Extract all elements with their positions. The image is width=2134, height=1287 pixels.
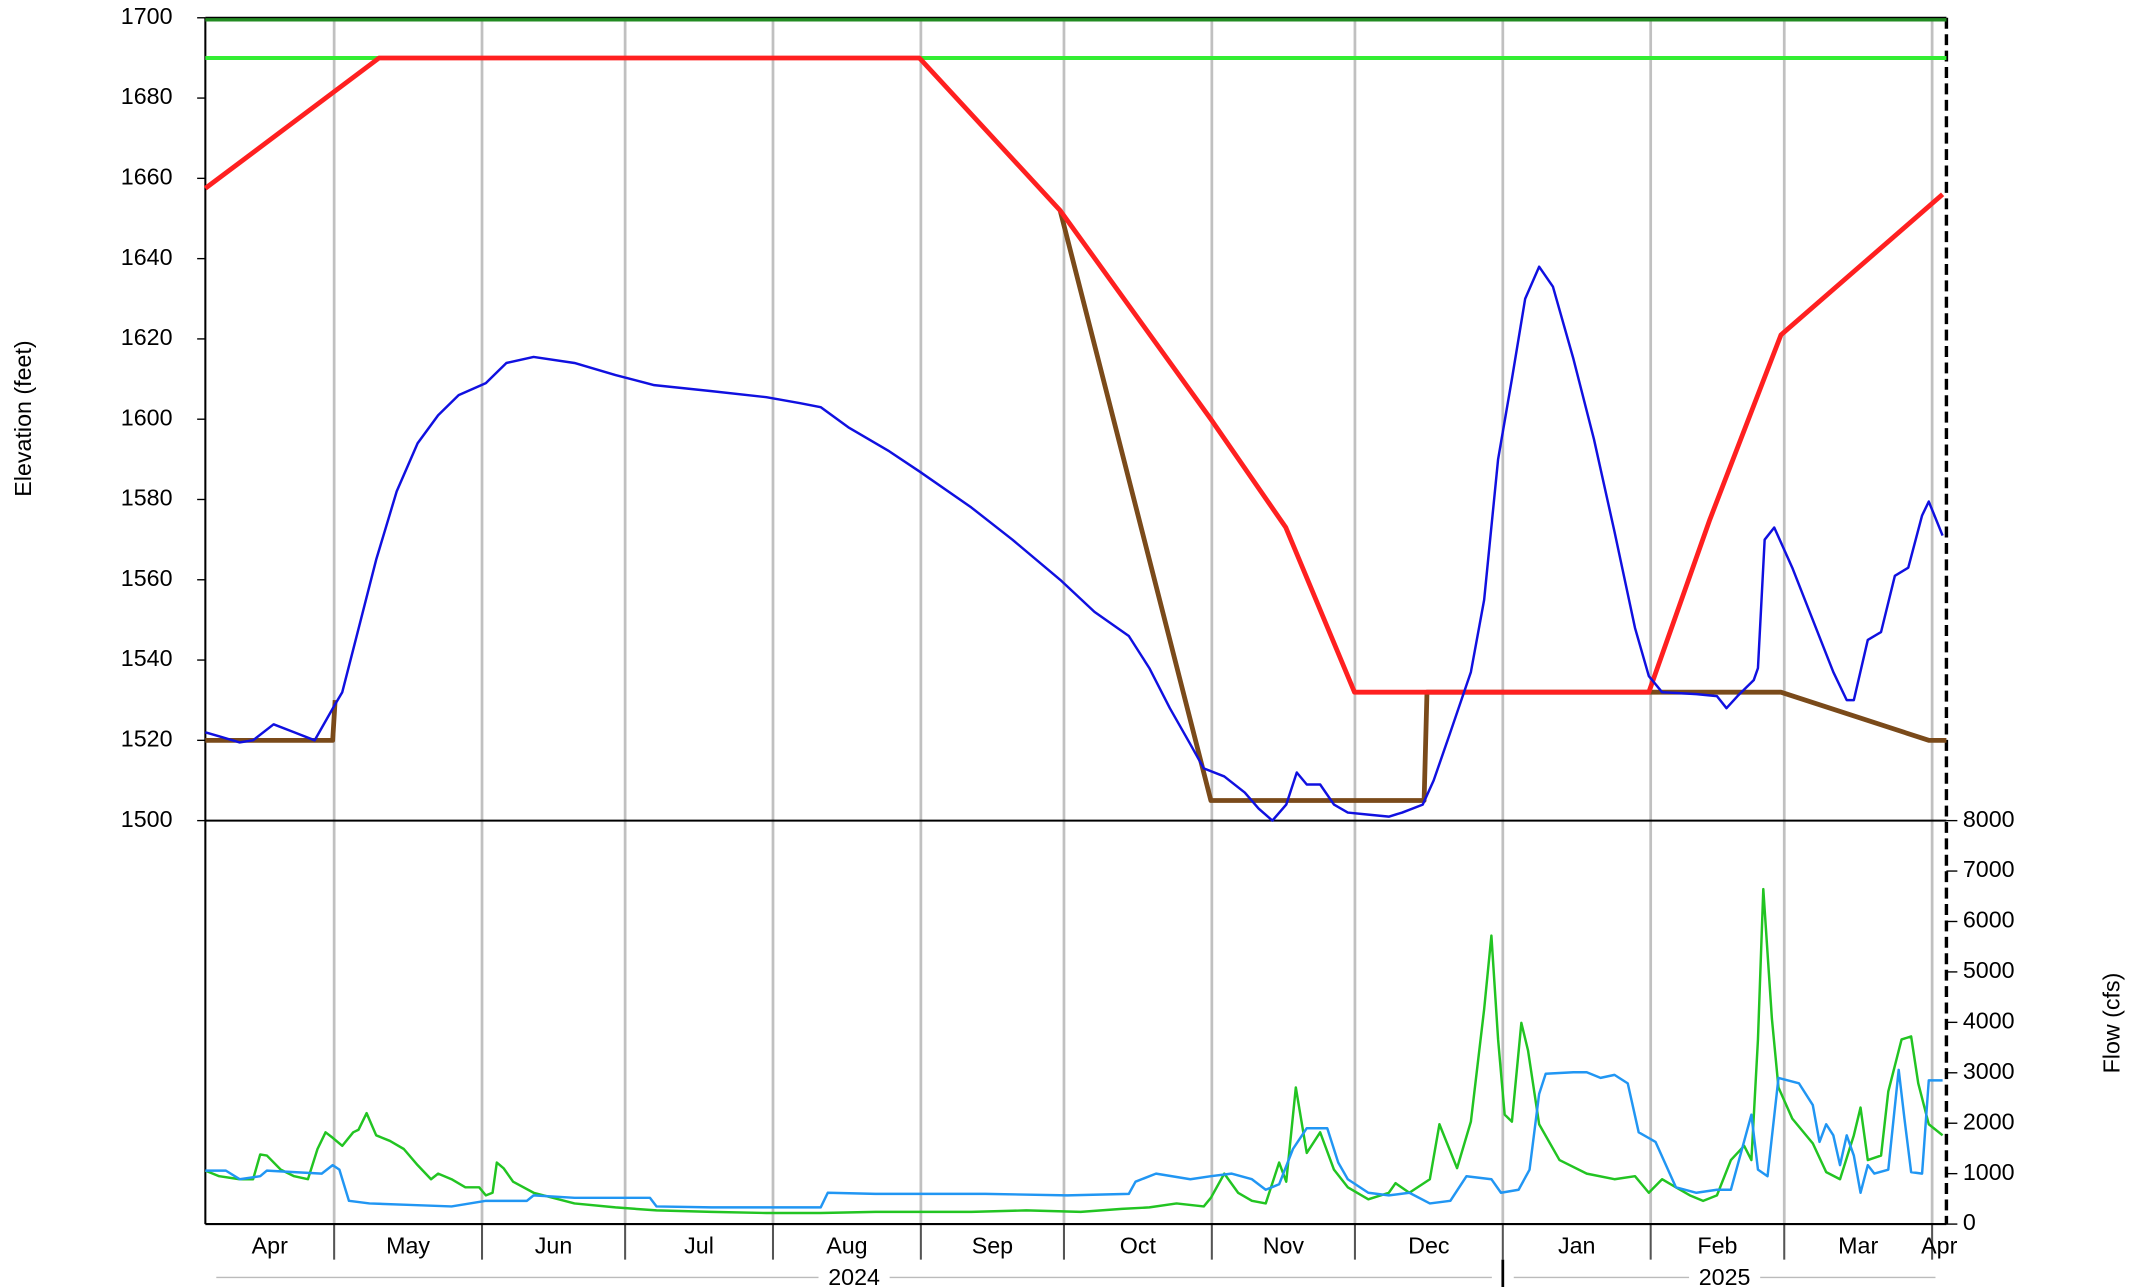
y2-tick-label: 0 — [1963, 1209, 1976, 1235]
y2-tick-label: 2000 — [1963, 1108, 2015, 1134]
year-label-bg — [818, 1263, 890, 1287]
series-line — [204, 887, 1944, 1215]
y-tick-label: 1580 — [121, 485, 173, 511]
x-tick-label: Jun — [535, 1232, 573, 1258]
series-line — [205, 1068, 1943, 1209]
year-label: 2024 — [828, 1264, 880, 1287]
x-tick-label: May — [386, 1232, 430, 1258]
y2-tick-label: 5000 — [1963, 957, 2015, 983]
series-line — [205, 265, 1944, 822]
y2-tick-label: 6000 — [1963, 907, 2015, 933]
y-tick-label: 1540 — [121, 645, 173, 671]
y-tick-label: 1500 — [121, 806, 173, 832]
y-tick-label: 1600 — [121, 404, 173, 430]
y2-tick-label: 1000 — [1963, 1159, 2015, 1185]
y2-tick-label: 7000 — [1963, 856, 2015, 882]
y-tick-label: 1640 — [121, 244, 173, 270]
x-tick-label: Mar — [1838, 1232, 1878, 1258]
y2-axis-label: Flow (cfs) — [2098, 973, 2124, 1074]
y2-tick-label: 8000 — [1963, 806, 2015, 832]
y-tick-label: 1520 — [121, 725, 173, 751]
x-tick-label: Oct — [1120, 1232, 1157, 1258]
x-tick-label: Feb — [1697, 1232, 1737, 1258]
x-tick-label: Dec — [1408, 1232, 1450, 1258]
year-label-bg — [1689, 1263, 1761, 1287]
x-tick-label: Nov — [1263, 1232, 1305, 1258]
y-tick-label: 1700 — [121, 3, 173, 29]
x-tick-label: Sep — [972, 1232, 1013, 1258]
x-tick-label: Jan — [1558, 1232, 1596, 1258]
y-tick-label: 1680 — [121, 83, 173, 109]
x-tick-label: Jul — [684, 1232, 714, 1258]
x-tick-label: Apr — [252, 1232, 288, 1258]
year-label: 2025 — [1699, 1264, 1751, 1287]
x-tick-label: Aug — [826, 1232, 867, 1258]
series-line — [205, 209, 1947, 803]
y2-tick-label: 4000 — [1963, 1007, 2015, 1033]
y2-tick-label: 3000 — [1963, 1058, 2015, 1084]
y-tick-label: 1560 — [121, 565, 173, 591]
y-tick-label: 1620 — [121, 324, 173, 350]
y-tick-label: 1660 — [121, 163, 173, 189]
x-tick-label: Apr — [1921, 1232, 1957, 1258]
series-line — [203, 55, 1945, 695]
y-axis-label: Elevation (feet) — [10, 340, 36, 496]
